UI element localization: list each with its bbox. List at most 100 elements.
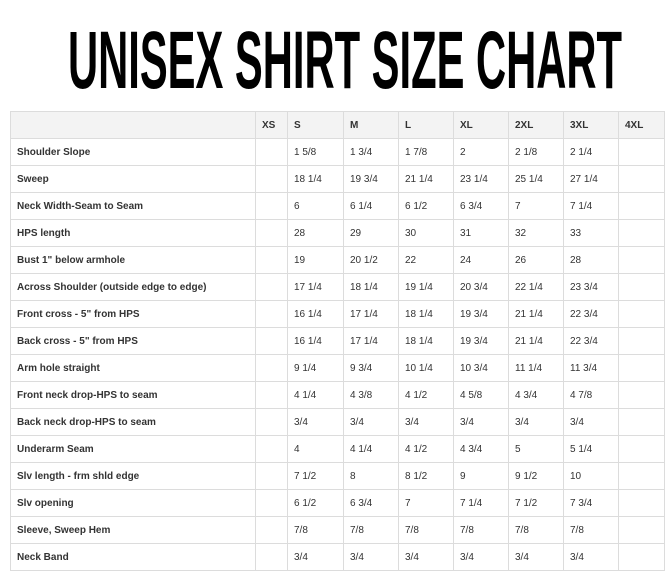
header-cell-2xl: 2XL <box>508 111 564 139</box>
table-row: Slv length - frm shld edge 7 1/2 8 8 1/2 9 9 … <box>10 462 665 490</box>
header-cell-xl: XL <box>453 111 509 139</box>
size-value-cell: 16 1/4 <box>287 327 344 355</box>
size-chart-table: XS S M L XL 2XL 3XL 4XL Shoulder Slope 1 5/8 1 3/… <box>10 111 665 571</box>
header-cell-4xl: 4XL <box>618 111 665 139</box>
size-value-cell: 7/8 <box>398 516 454 544</box>
row-label: Back cross - 5" from HPS <box>10 327 256 355</box>
row-label: Slv length - frm shld edge <box>10 462 256 490</box>
row-label: Underarm Seam <box>10 435 256 463</box>
size-value-cell <box>618 219 665 247</box>
size-value-cell: 3/4 <box>343 408 399 436</box>
size-value-cell: 25 1/4 <box>508 165 564 193</box>
size-value-cell: 3/4 <box>508 543 564 571</box>
size-value-cell: 3/4 <box>508 408 564 436</box>
size-value-cell <box>618 192 665 220</box>
size-value-cell: 21 1/4 <box>508 327 564 355</box>
size-value-cell: 17 1/4 <box>343 327 399 355</box>
size-value-cell <box>618 327 665 355</box>
size-value-cell <box>255 327 288 355</box>
size-value-cell: 1 3/4 <box>343 138 399 166</box>
size-value-cell <box>618 435 665 463</box>
size-value-cell: 5 <box>508 435 564 463</box>
row-label: Front neck drop-HPS to seam <box>10 381 256 409</box>
size-value-cell: 19 3/4 <box>453 327 509 355</box>
size-value-cell: 3/4 <box>563 543 619 571</box>
size-value-cell: 18 1/4 <box>398 300 454 328</box>
size-value-cell: 16 1/4 <box>287 300 344 328</box>
size-value-cell: 33 <box>563 219 619 247</box>
size-value-cell: 28 <box>563 246 619 274</box>
row-label: HPS length <box>10 219 256 247</box>
size-value-cell <box>618 273 665 301</box>
size-value-cell: 18 1/4 <box>343 273 399 301</box>
table-row: Front neck drop-HPS to seam 4 1/4 4 3/8 4 1… <box>10 381 665 409</box>
table-row: HPS length 28 29 30 31 32 33 <box>10 219 665 247</box>
size-value-cell <box>618 408 665 436</box>
size-value-cell <box>255 192 288 220</box>
header-cell-xs: XS <box>255 111 288 139</box>
size-value-cell: 24 <box>453 246 509 274</box>
size-value-cell: 19 1/4 <box>398 273 454 301</box>
table-row: Across Shoulder (outside edge to edge) 17… <box>10 273 665 301</box>
table-row: Arm hole straight 9 1/4 9 3/4 10 1/4 10 3/4 1… <box>10 354 665 382</box>
size-value-cell: 21 1/4 <box>508 300 564 328</box>
size-value-cell <box>618 300 665 328</box>
row-label: Arm hole straight <box>10 354 256 382</box>
row-label: Back neck drop-HPS to seam <box>10 408 256 436</box>
page-title: UNISEX SHIRT SIZE CHART <box>68 15 622 100</box>
size-value-cell: 3/4 <box>343 543 399 571</box>
header-cell-blank <box>10 111 256 139</box>
table-row: Neck Width-Seam to Seam 6 6 1/4 6 1/2 6 3/4 7… <box>10 192 665 220</box>
size-value-cell: 3/4 <box>398 408 454 436</box>
size-value-cell: 7/8 <box>563 516 619 544</box>
size-value-cell <box>255 354 288 382</box>
size-value-cell: 7 1/4 <box>563 192 619 220</box>
size-value-cell: 6 1/4 <box>343 192 399 220</box>
table-row: Bust 1" below armhole 19 20 1/2 22 24 26 28 <box>10 246 665 274</box>
size-value-cell: 4 1/2 <box>398 381 454 409</box>
table-row: Slv opening 6 1/2 6 3/4 7 7 1/4 7 1/2 7 3/4 <box>10 489 665 517</box>
size-value-cell: 21 1/4 <box>398 165 454 193</box>
table-row: Underarm Seam 4 4 1/4 4 1/2 4 3/4 5 5 1/4 <box>10 435 665 463</box>
size-value-cell: 7 <box>508 192 564 220</box>
size-value-cell: 23 3/4 <box>563 273 619 301</box>
size-value-cell <box>255 246 288 274</box>
row-label: Slv opening <box>10 489 256 517</box>
size-value-cell <box>255 543 288 571</box>
row-label: Sweep <box>10 165 256 193</box>
size-value-cell: 7 1/4 <box>453 489 509 517</box>
size-value-cell: 17 1/4 <box>343 300 399 328</box>
size-value-cell <box>618 516 665 544</box>
size-value-cell: 10 1/4 <box>398 354 454 382</box>
size-value-cell: 20 1/2 <box>343 246 399 274</box>
size-value-cell: 4 7/8 <box>563 381 619 409</box>
size-value-cell <box>255 138 288 166</box>
size-value-cell: 17 1/4 <box>287 273 344 301</box>
size-value-cell <box>255 300 288 328</box>
size-value-cell: 28 <box>287 219 344 247</box>
size-value-cell: 7 1/2 <box>287 462 344 490</box>
row-label: Neck Band <box>10 543 256 571</box>
size-value-cell: 10 3/4 <box>453 354 509 382</box>
size-value-cell <box>618 489 665 517</box>
size-value-cell: 3/4 <box>453 543 509 571</box>
size-value-cell: 9 1/4 <box>287 354 344 382</box>
table-row: Shoulder Slope 1 5/8 1 3/4 1 7/8 2 2 1/8 2 1/4 <box>10 138 665 166</box>
table-row: Back neck drop-HPS to seam 3/4 3/4 3/4 3/4 3/… <box>10 408 665 436</box>
size-value-cell: 29 <box>343 219 399 247</box>
size-value-cell: 2 <box>453 138 509 166</box>
size-value-cell: 22 1/4 <box>508 273 564 301</box>
table-row: Sleeve, Sweep Hem 7/8 7/8 7/8 7/8 7/8 7/8 <box>10 516 665 544</box>
size-value-cell: 30 <box>398 219 454 247</box>
size-value-cell: 22 3/4 <box>563 327 619 355</box>
size-value-cell: 4 3/4 <box>453 435 509 463</box>
size-value-cell: 3/4 <box>287 543 344 571</box>
size-value-cell <box>618 354 665 382</box>
size-value-cell: 4 3/4 <box>508 381 564 409</box>
header-cell-3xl: 3XL <box>563 111 619 139</box>
table-header-row: XS S M L XL 2XL 3XL 4XL <box>10 111 665 139</box>
size-value-cell: 26 <box>508 246 564 274</box>
size-value-cell <box>618 543 665 571</box>
size-value-cell: 19 <box>287 246 344 274</box>
size-value-cell <box>255 516 288 544</box>
